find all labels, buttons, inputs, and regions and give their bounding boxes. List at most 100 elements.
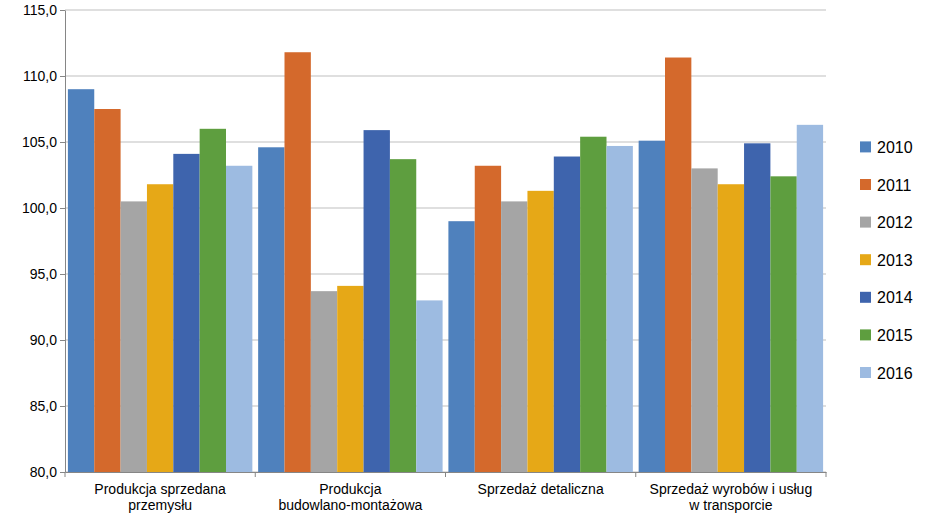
series-bars: [68, 89, 665, 472]
legend-entry: 2012: [860, 214, 913, 231]
legend-entry: 2010: [860, 139, 913, 156]
bar: [527, 191, 553, 472]
grid: [65, 10, 826, 472]
bar: [121, 201, 147, 472]
legend-swatch: [860, 254, 871, 265]
tick-mark: [60, 208, 65, 209]
series-bars: [200, 129, 797, 472]
legend-entry: 2013: [860, 252, 913, 269]
legend-entry: 2014: [860, 289, 913, 306]
tick-mark: [60, 76, 65, 77]
bar: [797, 125, 823, 472]
bar: [390, 159, 416, 472]
separator: [65, 472, 66, 477]
grid-line: [65, 76, 826, 77]
tick: Produkcjabudowlano-montażowa: [278, 472, 422, 513]
tick-label: 110,0: [23, 68, 57, 84]
bars: [68, 52, 823, 472]
tick-label: Produkcja sprzedanaprzemysłu: [94, 481, 226, 513]
bar: [554, 157, 580, 472]
bar: [68, 89, 94, 472]
bar: [607, 146, 633, 472]
legend-label: 2016: [877, 365, 913, 382]
bar: [691, 168, 717, 472]
bar: [665, 58, 691, 472]
tick-mark: [60, 406, 65, 407]
legend-swatch: [860, 329, 871, 340]
bar: [147, 184, 173, 472]
legend-label: 2010: [877, 139, 913, 156]
grid-line: [65, 10, 826, 11]
tick-mark: [60, 340, 65, 341]
separator: [445, 472, 446, 477]
tick-mark: [60, 274, 65, 275]
legend-entry: 2011: [860, 177, 912, 194]
bar: [364, 130, 390, 472]
tick: 95,0: [30, 266, 65, 282]
tick-label: 115,0: [23, 2, 57, 18]
bar: [501, 201, 527, 472]
legend-label: 2012: [877, 214, 913, 231]
tick: 110,0: [23, 68, 65, 84]
bar: [639, 141, 665, 472]
tick-label: 85,0: [30, 398, 57, 414]
separators: [65, 472, 826, 477]
tick-label: 90,0: [30, 332, 57, 348]
bar: [258, 147, 284, 472]
legend-label: 2015: [877, 327, 913, 344]
bar: [284, 52, 310, 472]
tick-label: 100,0: [22, 200, 57, 216]
bar: [744, 143, 770, 472]
separator: [635, 472, 636, 477]
tick-label: 95,0: [30, 266, 57, 282]
legend-entry: 2016: [860, 365, 913, 382]
legend-swatch: [860, 141, 871, 152]
bar: [718, 184, 744, 472]
separator: [826, 472, 827, 477]
bar: [580, 137, 606, 472]
tick: Sprzedaż detaliczna: [478, 472, 604, 497]
bar: [448, 221, 474, 472]
tick: 115,0: [23, 2, 65, 18]
tick: 105,0: [22, 134, 65, 150]
legend-label: 2013: [877, 252, 913, 269]
bar: [226, 166, 252, 472]
legend-label: 2014: [877, 289, 913, 306]
tick-label: 80,0: [30, 464, 57, 480]
legend-swatch: [860, 292, 871, 303]
y-axis: 80,0 85,0 90,0 95,0 100,0 105,0 110,0 115,0: [22, 2, 66, 480]
bar: [416, 300, 442, 472]
x-axis: Produkcja sprzedanaprzemysłu Produkcjabud…: [65, 472, 827, 513]
series-bars: [94, 52, 691, 472]
tick-mark: [60, 10, 65, 11]
chart: 80,0 85,0 90,0 95,0 100,0 105,0 110,0 115,0 Prod…: [0, 0, 926, 532]
tick: Sprzedaż wyrobów i usługw transporcie: [650, 472, 813, 513]
tick-label: Sprzedaż wyrobów i usługw transporcie: [650, 481, 813, 513]
tick: 90,0: [30, 332, 65, 348]
tick: 100,0: [22, 200, 65, 216]
legend-entry: 2015: [860, 327, 913, 344]
bar: [200, 129, 226, 472]
grid-line: [65, 142, 826, 143]
legend-label: 2011: [877, 177, 912, 194]
bar: [337, 286, 363, 472]
bar: [311, 291, 337, 472]
bar: [770, 176, 796, 472]
tick-mark: [60, 472, 65, 473]
bar: [173, 154, 199, 472]
series-bars: [226, 125, 823, 472]
separator: [255, 472, 256, 477]
tick-label: Produkcjabudowlano-montażowa: [278, 481, 422, 513]
legend-swatch: [860, 367, 871, 378]
bar: [475, 166, 501, 472]
plot: 80,0 85,0 90,0 95,0 100,0 105,0 110,0 115,0 Prod…: [22, 2, 827, 513]
tick-mark: [60, 142, 65, 143]
legend-swatch: [860, 217, 871, 228]
tick: 85,0: [30, 398, 65, 414]
tick: Produkcja sprzedanaprzemysłu: [94, 472, 226, 513]
axis-line: [65, 11, 66, 473]
tick: 80,0: [30, 464, 65, 480]
series-bars: [173, 130, 770, 472]
legend-swatch: [860, 179, 871, 190]
tick-label: 105,0: [22, 134, 57, 150]
